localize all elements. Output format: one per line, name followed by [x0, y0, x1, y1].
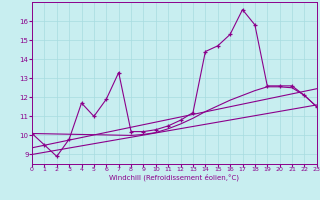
X-axis label: Windchill (Refroidissement éolien,°C): Windchill (Refroidissement éolien,°C) — [109, 174, 239, 181]
